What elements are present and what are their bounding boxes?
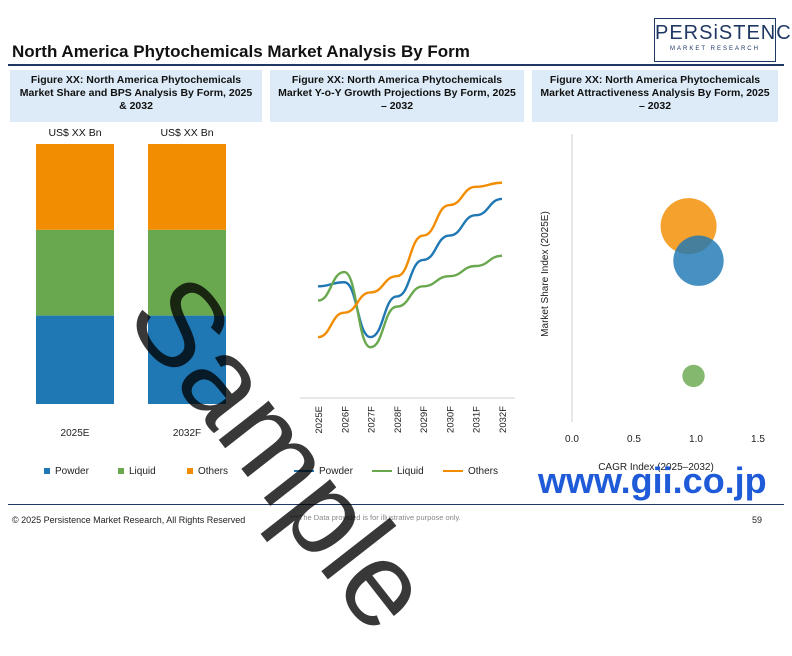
bar-total-label: US$ XX Bn — [160, 127, 213, 139]
x-tick-label: 2032F — [498, 406, 509, 433]
legend-swatch — [44, 468, 50, 475]
legend-label: Others — [198, 466, 229, 477]
x-tick-label: 2028F — [393, 406, 404, 433]
bar-liquid-2025E — [36, 229, 114, 316]
page-number: 59 — [752, 515, 763, 525]
legend-item-others: Others — [443, 466, 498, 477]
legend-item-powder: Powder — [294, 466, 353, 477]
x-axis-label: CAGR Index (2025–2032) — [598, 462, 714, 473]
site-watermark: www.gii.co.jp — [538, 460, 767, 501]
y-axis-label: Market Share Index (2025E) — [540, 211, 551, 337]
logo-subtext: MARKET RESEARCH — [670, 46, 760, 52]
legend-label: Liquid — [129, 466, 156, 477]
legend-item-liquid: Liquid — [118, 466, 156, 477]
bar-liquid-2032F — [148, 229, 226, 316]
legend-label: Powder — [55, 466, 89, 477]
legend-swatch — [187, 468, 193, 475]
figure-2-caption: Figure XX: North America Phytochemicals … — [270, 70, 524, 122]
footer-divider — [8, 504, 784, 505]
slide: North America Phytochemicals Market Anal… — [8, 18, 792, 654]
bar-powder-2032F — [148, 315, 226, 404]
legend-label: Powder — [319, 466, 353, 477]
x-tick-label: 1.0 — [689, 434, 703, 445]
x-tick-label: 1.5 — [751, 434, 765, 445]
bar-powder-2025E — [36, 315, 114, 404]
page-title: North America Phytochemicals Market Anal… — [12, 42, 470, 61]
bar-total-label: US$ XX Bn — [48, 127, 101, 139]
x-tick-label: 2026F — [340, 406, 351, 433]
legend-item-others: Others — [187, 466, 228, 477]
bubble-liquid — [682, 364, 705, 388]
x-tick-label: 2032F — [173, 428, 201, 439]
legend-item-liquid: Liquid — [372, 466, 424, 477]
x-tick-label: 0.0 — [565, 434, 579, 445]
title-divider — [8, 64, 784, 66]
legend-label: Others — [468, 466, 499, 477]
legend-swatch — [443, 470, 463, 473]
line-chart: 2025E 2026F 2027F 2028F 2029F 2030F 2031F 2032F — [300, 181, 515, 433]
bubble-chart: 0.0 0.5 1.0 1.5 CAGR Index (2025–2032) Market… — [540, 134, 765, 473]
logo-text: PERSiSTENCE — [655, 22, 792, 44]
legend-label: Liquid — [397, 466, 424, 477]
series-line-others — [317, 181, 503, 339]
x-tick-label: 2027F — [367, 406, 378, 433]
figure-1-caption: Figure XX: North America Phytochemicals … — [10, 70, 262, 122]
x-tick-label: 2029F — [419, 406, 430, 433]
footer-copyright: © 2025 Persistence Market Research, All … — [12, 515, 246, 525]
figure-3-caption: Figure XX: North America Phytochemicals … — [532, 70, 778, 122]
x-tick-label: 2030F — [445, 406, 456, 433]
stacked-bar-chart: US$ XX Bn 2025E US$ XX Bn 2032F — [36, 127, 226, 439]
footer-note: ***The Data provided is for illustrative… — [290, 513, 461, 522]
legend-swatch — [118, 468, 124, 475]
legend-swatch — [294, 470, 314, 473]
bar-others-2032F — [148, 144, 226, 230]
company-logo: PERSiSTENCE MARKET RESEARCH — [654, 18, 792, 62]
x-tick-label: 0.5 — [627, 434, 641, 445]
bubble-powder — [673, 235, 724, 286]
x-tick-label: 2031F — [472, 406, 483, 433]
x-tick-label: 2025E — [61, 428, 90, 439]
legend-item-powder: Powder — [44, 466, 89, 477]
x-tick-label: 2025E — [314, 406, 325, 433]
series-line-powder — [317, 197, 503, 339]
series-line-liquid — [317, 254, 503, 349]
bar-others-2025E — [36, 144, 114, 230]
legend-swatch — [372, 470, 392, 473]
